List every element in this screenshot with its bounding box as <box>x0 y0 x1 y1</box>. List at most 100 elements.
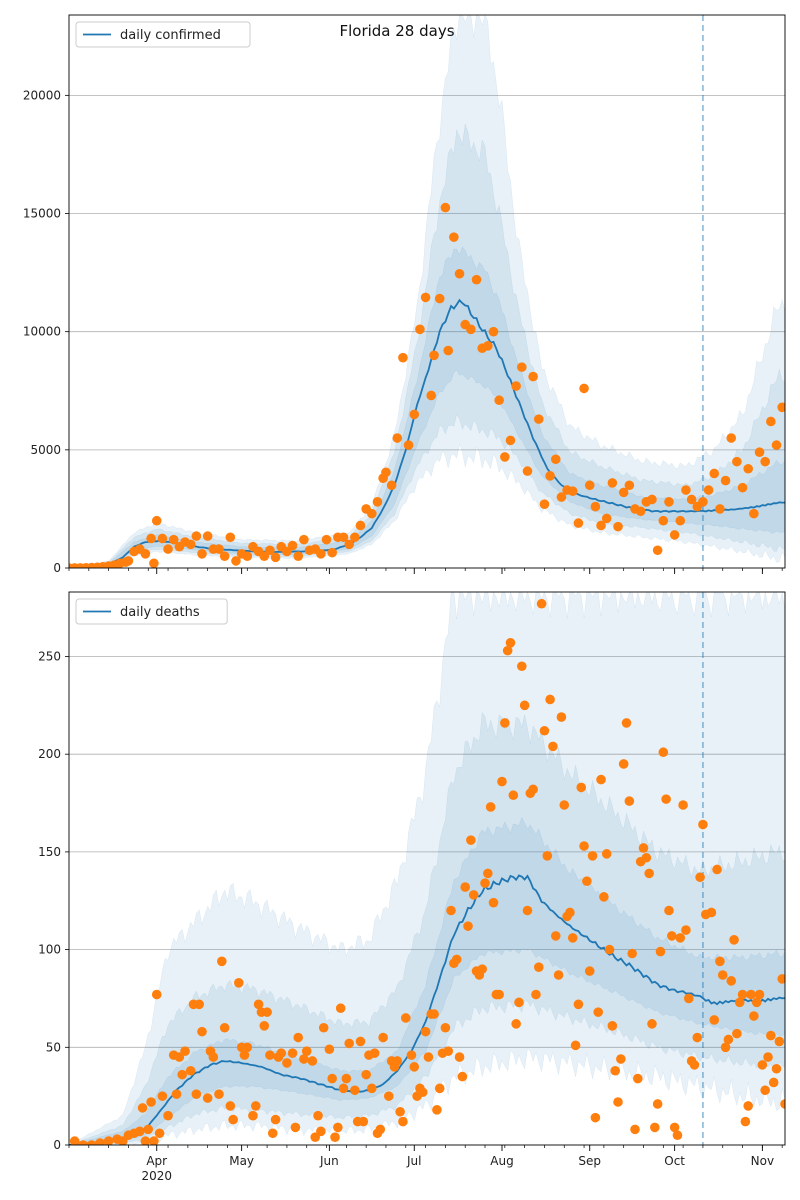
deaths-observed-point <box>355 1036 366 1047</box>
confirmed-observed-point <box>743 463 754 474</box>
deaths-observed-point <box>706 907 717 918</box>
confirmed-legend: daily confirmed <box>75 21 251 48</box>
deaths-observed-point <box>681 925 691 935</box>
deaths-model-line <box>69 874 785 1145</box>
deaths-observed-point <box>234 978 244 988</box>
confirmed-observed-point <box>749 508 759 519</box>
deaths-observed-point <box>143 1124 154 1135</box>
confirmed-ytick-label: 5000 <box>30 443 61 457</box>
deaths-observed-point <box>652 1099 663 1109</box>
confirmed-observed-point <box>449 232 459 242</box>
deaths-observed-point <box>573 999 584 1010</box>
deaths-observed-point <box>545 694 555 705</box>
deaths-observed-point <box>553 970 564 980</box>
deaths-observed-point <box>584 966 595 976</box>
deaths-observed-point <box>768 1077 779 1088</box>
deaths-observed-point <box>290 1122 301 1133</box>
confirmed-observed-point <box>709 468 720 479</box>
confirmed-observed-point <box>231 556 241 566</box>
deaths-legend-box <box>75 598 228 625</box>
deaths-observed-point <box>267 1128 278 1139</box>
deaths-observed-point <box>420 1026 431 1037</box>
confirmed-observed-point <box>168 534 179 545</box>
deaths-observed-point <box>137 1103 148 1113</box>
deaths-panel: 0 50 100 150 200 250 Apr May Jun Jul Aug Sep Oct Nov 2… <box>38 591 786 1183</box>
deaths-observed-point <box>463 921 473 931</box>
confirmed-observed-point <box>703 485 714 495</box>
deaths-observed-point <box>191 1089 202 1099</box>
deaths-observed-point <box>217 956 227 967</box>
deaths-observed-point <box>194 999 204 1010</box>
deaths-observed-point <box>542 850 553 861</box>
confirmed-legend-box <box>75 21 251 48</box>
deaths-observed-point <box>596 774 606 785</box>
deaths-observed-point <box>228 1114 238 1125</box>
deaths-observed-point <box>613 1097 623 1107</box>
confirmed-observed-point <box>624 480 635 491</box>
deaths-observed-point <box>197 1026 207 1037</box>
deaths-observed-point <box>633 1073 643 1084</box>
confirmed-observed-point <box>533 414 544 424</box>
confirmed-observed-point <box>528 371 538 382</box>
deaths-observed-point <box>726 976 737 986</box>
deaths-observed-point <box>171 1089 182 1099</box>
confirmed-observed-point <box>635 506 646 517</box>
deaths-observed-point <box>406 1050 417 1060</box>
deaths-observed-point <box>95 1138 105 1145</box>
confirmed-observed-point <box>214 544 224 554</box>
confirmed-observed-point <box>494 395 504 406</box>
deaths-observed-point <box>185 1065 196 1076</box>
deaths-observed-point <box>539 725 550 736</box>
deaths-observed-point <box>505 638 516 648</box>
deaths-observed-point <box>582 876 592 887</box>
deaths-ytick-label: 150 <box>38 845 61 859</box>
confirmed-observed-point <box>669 530 680 540</box>
confirmed-observed-point <box>584 480 595 491</box>
deaths-observed-point <box>400 1013 411 1023</box>
deaths-observed-point <box>638 843 649 853</box>
confirmed-panel: 0 5000 10000 15000 20000 daily confirmed <box>23 14 786 575</box>
deaths-observed-point <box>536 598 547 609</box>
confirmed-observed-point <box>386 480 397 491</box>
confirmed-observed-point <box>316 549 326 559</box>
confirmed-observed-point <box>265 545 275 556</box>
deaths-ytick-label: 100 <box>38 943 61 957</box>
deaths-observed-point <box>488 897 499 908</box>
deaths-observed-point <box>287 1048 298 1058</box>
deaths-observed-point <box>140 1136 151 1145</box>
deaths-observed-point <box>599 892 609 902</box>
deaths-observed-point <box>661 794 671 804</box>
confirmed-observed-point <box>293 551 304 561</box>
confirmed-observed-point <box>398 352 408 363</box>
confirmed-observed-point <box>567 486 578 496</box>
deaths-observed-point <box>751 997 762 1008</box>
deaths-observed-point <box>250 1101 261 1111</box>
confirmed-observed-point <box>355 520 366 531</box>
confirmed-observed-point <box>613 521 623 532</box>
confirmed-observed-point <box>367 508 377 519</box>
deaths-observed-point <box>239 1050 250 1060</box>
deaths-observed-point <box>457 1071 468 1082</box>
deaths-observed-point <box>180 1046 190 1057</box>
deaths-observed-point <box>579 841 589 851</box>
deaths-observed-point <box>692 1032 703 1043</box>
deaths-observed-point <box>225 1101 236 1111</box>
figure-title: Florida 28 days <box>339 22 454 40</box>
deaths-observed-point <box>655 946 666 957</box>
deaths-observed-point <box>511 1019 521 1029</box>
deaths-observed-point <box>497 776 507 787</box>
confirmed-observed-point <box>429 350 439 361</box>
deaths-observed-point <box>392 1056 403 1066</box>
deaths-observed-point <box>533 962 544 972</box>
confirmed-observed-point <box>163 544 173 554</box>
deaths-observed-point <box>675 933 686 943</box>
deaths-observed-point <box>627 948 637 959</box>
confirmed-observed-point <box>483 341 493 351</box>
deaths-observed-point <box>477 964 487 974</box>
deaths-observed-point <box>570 1040 581 1051</box>
deaths-observed-point <box>737 989 748 1000</box>
confirmed-observed-point <box>681 485 691 495</box>
confirmed-ytick-label: 10000 <box>23 325 61 339</box>
deaths-band-1 <box>69 592 785 1145</box>
deaths-observed-point <box>423 1052 434 1062</box>
